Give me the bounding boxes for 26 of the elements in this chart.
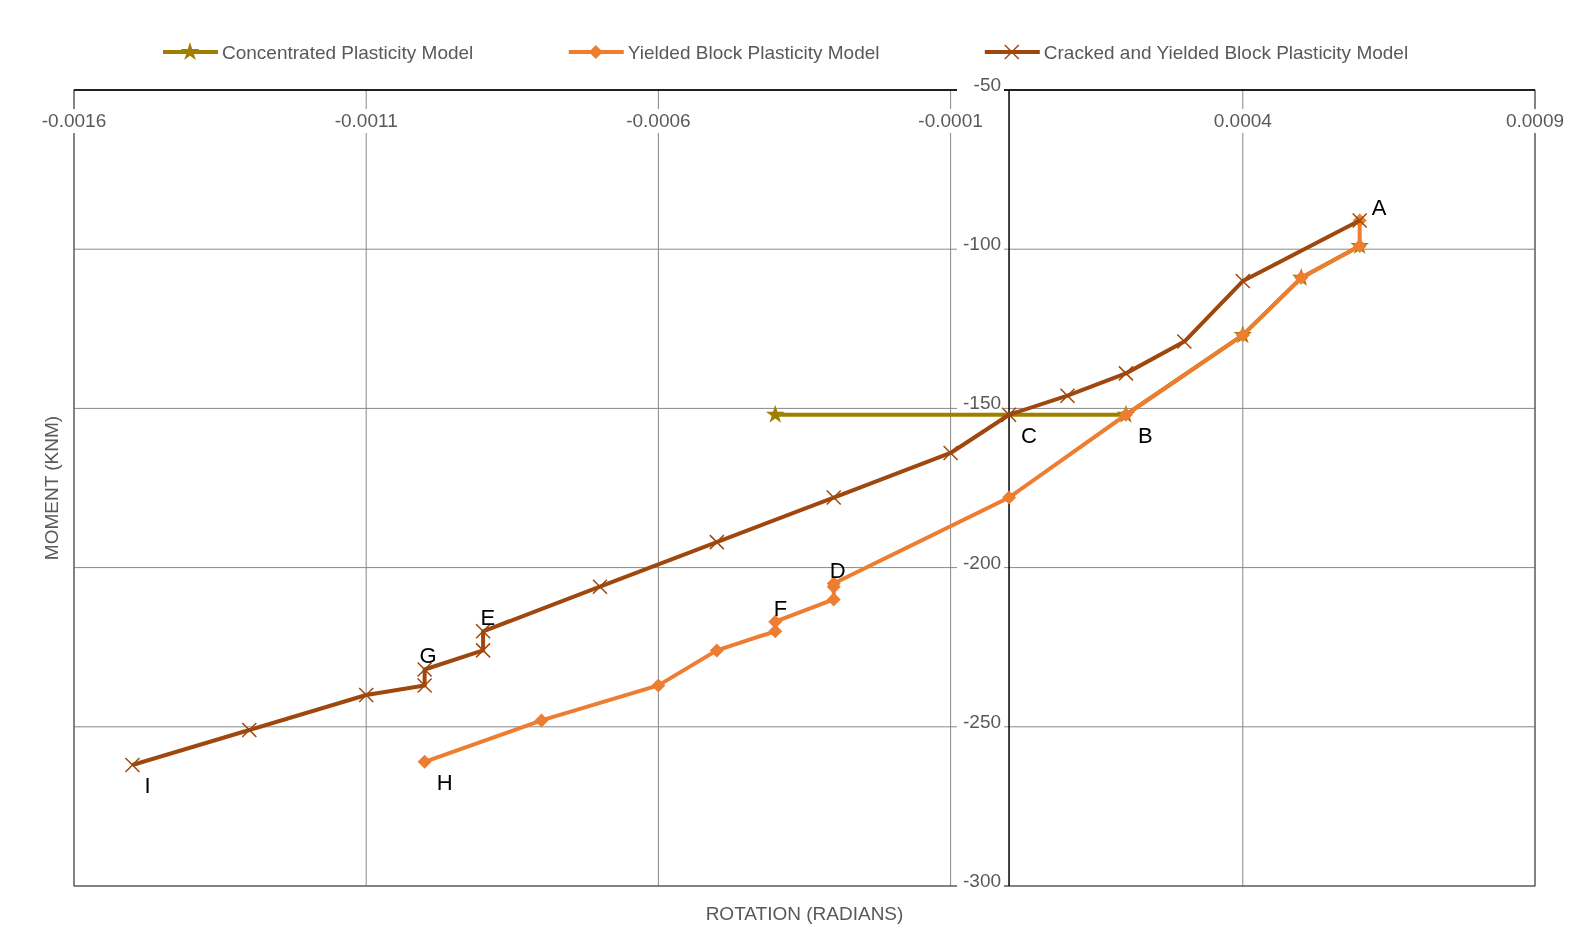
x-tick-label: -0.0016 <box>41 110 107 131</box>
y-tick-label: -200 <box>963 551 1002 573</box>
y-tick-label: -250 <box>963 710 1002 732</box>
annotation: C <box>1021 422 1038 448</box>
x-axis-title: ROTATION (RADIANS) <box>705 903 904 924</box>
x-tick-label: 0.0004 <box>1213 110 1273 131</box>
annotation: B <box>1137 422 1153 448</box>
annotation: G <box>419 643 437 669</box>
legend-label: Concentrated Plasticity Model <box>222 42 474 63</box>
annotation: F <box>773 595 788 621</box>
annotation: H <box>436 769 453 795</box>
y-axis-title: MOMENT (KNM) <box>41 415 62 561</box>
y-tick-label: -100 <box>963 233 1002 255</box>
x-tick-label: -0.0006 <box>626 110 691 131</box>
annotation: I <box>144 773 151 799</box>
legend-label: Cracked and Yielded Block Plasticity Model <box>1043 42 1409 63</box>
x-tick-label: -0.0011 <box>334 110 398 131</box>
annotation: D <box>829 557 846 583</box>
y-tick-label: -150 <box>963 392 1002 414</box>
x-tick-label: -0.0001 <box>918 110 983 131</box>
annotation: E <box>480 605 496 631</box>
y-tick-label: -50 <box>973 74 1002 95</box>
x-tick-label: 0.0009 <box>1505 110 1565 131</box>
y-tick-label: -300 <box>963 870 1002 891</box>
legend-label: Yielded Block Plasticity Model <box>627 42 880 63</box>
annotation: A <box>1371 194 1387 220</box>
